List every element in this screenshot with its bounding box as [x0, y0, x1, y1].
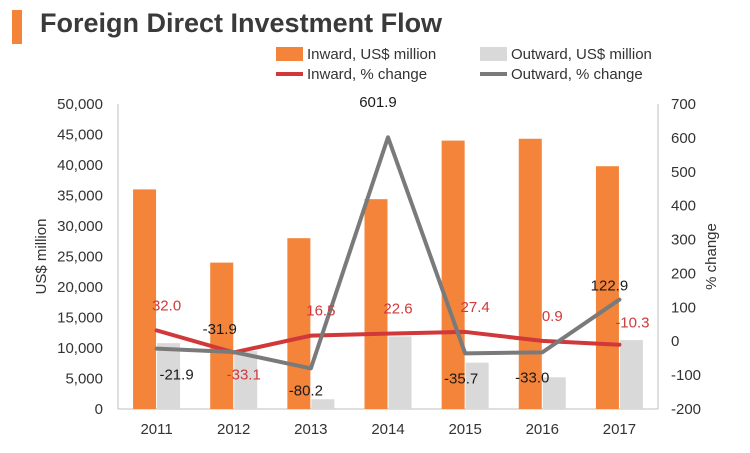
y-tick-label: 5,000 — [65, 371, 103, 388]
y2-tick-label: 300 — [671, 232, 696, 249]
x-tick-label: 2013 — [294, 421, 327, 438]
legend-label: Inward, % change — [307, 66, 427, 83]
x-tick-label: 2012 — [217, 421, 250, 438]
outward-change-label: 122.9 — [591, 278, 629, 295]
inward-change-label: 27.4 — [461, 299, 490, 316]
legend-label: Inward, US$ million — [307, 46, 436, 63]
legend-label: Outward, US$ million — [511, 46, 652, 63]
y-tick-label: 45,000 — [57, 127, 103, 144]
title-accent-bar — [12, 10, 22, 44]
outward-change-label: -21.9 — [159, 367, 193, 384]
x-tick-label: 2014 — [371, 421, 404, 438]
x-tick-label: 2017 — [603, 421, 636, 438]
y2-tick-label: -100 — [671, 367, 701, 384]
inward-change-label: 32.0 — [152, 297, 181, 314]
outward-bar — [465, 362, 489, 409]
inward-change-label: 22.6 — [383, 301, 412, 318]
inward-bar — [364, 199, 388, 409]
y-tick-label: 30,000 — [57, 218, 103, 235]
y2-tick-label: 400 — [671, 198, 696, 215]
y2-tick-label: 0 — [671, 333, 679, 350]
y-tick-label: 35,000 — [57, 188, 103, 205]
outward-change-label: -33.0 — [515, 369, 549, 386]
x-tick-label: 2016 — [526, 421, 559, 438]
outward-bar — [234, 351, 258, 409]
outward-bar — [542, 377, 566, 409]
inward-bar — [595, 166, 619, 409]
inward-change-label: -33.1 — [227, 366, 261, 383]
y-tick-label: 15,000 — [57, 310, 103, 327]
inward-change-label: 16.5 — [306, 303, 335, 320]
y-tick-label: 10,000 — [57, 340, 103, 357]
inward-bar — [133, 189, 157, 409]
y-tick-label: 40,000 — [57, 157, 103, 174]
legend-swatch — [480, 47, 507, 61]
inward-change-label: 0.9 — [542, 308, 563, 325]
outward-bar — [619, 340, 643, 409]
y2-tick-label: 500 — [671, 164, 696, 181]
x-tick-label: 2011 — [140, 421, 172, 438]
y2-axis-title: % change — [703, 223, 720, 290]
x-tick-label: 2015 — [448, 421, 481, 438]
outward-change-label: -80.2 — [289, 382, 323, 399]
y2-tick-label: 600 — [671, 130, 696, 147]
outward-change-label: -31.9 — [203, 321, 237, 338]
y2-tick-label: 700 — [671, 96, 696, 113]
y2-tick-label: 100 — [671, 299, 696, 316]
y-tick-label: 0 — [95, 401, 103, 418]
outward-change-label: 601.9 — [359, 94, 397, 111]
y2-tick-label: -200 — [671, 401, 701, 418]
y-tick-label: 25,000 — [57, 249, 103, 266]
outward-change-label: -35.7 — [444, 370, 478, 387]
outward-bar — [157, 343, 181, 409]
outward-change-line — [154, 135, 622, 371]
y-tick-label: 50,000 — [57, 96, 103, 113]
legend-swatch — [276, 47, 303, 61]
outward-bar — [311, 399, 335, 409]
legend-label: Outward, % change — [511, 66, 643, 83]
inward-change-label: -10.3 — [615, 315, 649, 332]
y2-tick-label: 200 — [671, 265, 696, 282]
chart-title: Foreign Direct Investment Flow — [40, 8, 443, 38]
inward-bar — [210, 262, 234, 409]
y-tick-label: 20,000 — [57, 279, 103, 296]
outward-bar — [388, 336, 412, 409]
y-axis-title: US$ million — [33, 219, 50, 295]
inward-bar — [441, 140, 465, 409]
